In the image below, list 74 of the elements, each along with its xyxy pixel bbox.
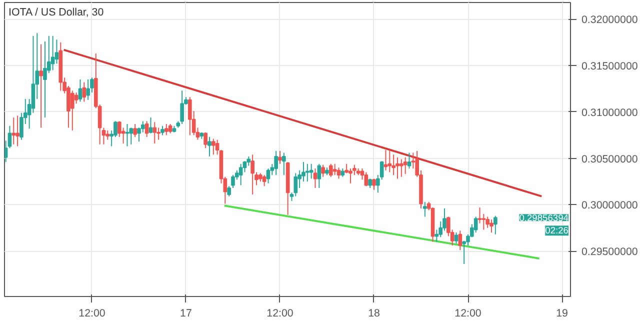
candlestick [82, 82, 86, 102]
candlestick [16, 115, 20, 147]
candlestick [238, 163, 243, 186]
candlestick [294, 172, 298, 197]
candlestick [164, 123, 168, 136]
candlestick [70, 90, 74, 131]
candlestick [129, 127, 134, 145]
candlestick [106, 130, 110, 140]
candlestick [368, 178, 372, 188]
candlestick [133, 123, 137, 138]
candlestick [227, 186, 231, 197]
candlestick [39, 44, 43, 128]
candlestick [407, 152, 412, 170]
candlestick [348, 168, 352, 184]
y-tick-label: 0.31000000 [582, 106, 638, 119]
candlestick [262, 174, 266, 187]
candlestick [160, 125, 164, 136]
candlestick [400, 158, 404, 178]
y-tick-label: 0.29500000 [582, 246, 638, 258]
candlestick [396, 156, 400, 180]
candlestick [278, 150, 282, 164]
annotation: 0.29856394 [519, 213, 569, 224]
candlestick [86, 78, 90, 100]
candlestick [50, 35, 55, 71]
candlestick [490, 219, 494, 234]
candlestick [78, 78, 82, 102]
candlestick [204, 132, 208, 149]
candlestick [180, 90, 184, 124]
candlestick [144, 120, 149, 138]
candlestick [12, 117, 16, 145]
candlestick [306, 163, 310, 182]
candlestick [392, 154, 396, 176]
candlestick [317, 163, 322, 188]
candlestick [125, 123, 130, 147]
x-tick-label: 12:00 [266, 308, 294, 320]
candlestick [282, 152, 286, 176]
x-tick-label: 19 [556, 308, 568, 320]
candlestick [208, 136, 212, 157]
x-tick-label: 12:00 [78, 308, 106, 320]
candlestick [458, 230, 462, 251]
candlestick [266, 168, 270, 184]
candlestick [478, 206, 482, 224]
candlestick [329, 163, 333, 178]
candlestick [313, 168, 318, 188]
x-tick-label: 12:00 [454, 308, 482, 320]
candlestick [168, 123, 172, 134]
annotation: 02:26 [545, 226, 568, 236]
candlestick [403, 156, 408, 175]
candlestick [494, 215, 498, 235]
y-tick-label: 0.31500000 [582, 60, 638, 73]
candlestick [188, 96, 192, 136]
x-tick-label: 18 [368, 308, 380, 320]
candlestick [486, 216, 490, 228]
candlestick [454, 232, 458, 244]
candlestick [152, 122, 157, 144]
y-tick-label: 0.32000000 [582, 14, 638, 26]
chart-title: IOTA / US Dollar, 30 [8, 6, 104, 18]
candlestick [250, 154, 254, 195]
candlestick [231, 174, 235, 188]
candlestick [474, 216, 478, 234]
candlestick [332, 163, 337, 176]
candlestick [321, 164, 325, 178]
candlestick [423, 201, 427, 218]
candlestick [211, 138, 216, 156]
x-tick-label: 17 [180, 308, 192, 320]
candlestick [148, 117, 153, 134]
candlestick [372, 178, 376, 190]
y-tick-label: 0.30500000 [582, 153, 638, 166]
candlestick [336, 167, 341, 180]
y-tick-label: 0.30000000 [582, 200, 638, 212]
candlestick [364, 172, 368, 187]
candlestick [274, 150, 278, 176]
candlestick [74, 92, 78, 104]
candlestick [482, 213, 486, 230]
